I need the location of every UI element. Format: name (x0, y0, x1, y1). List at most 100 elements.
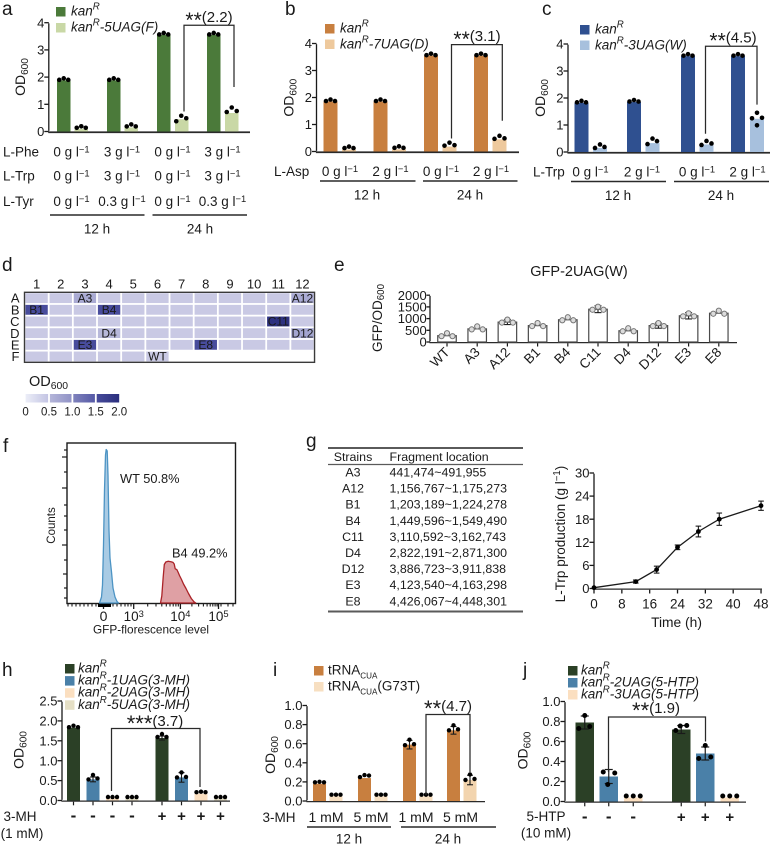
svg-text:24: 24 (575, 489, 589, 504)
svg-text:WT: WT (148, 350, 167, 364)
svg-text:c: c (542, 0, 552, 20)
svg-text:24: 24 (670, 597, 686, 612)
svg-text:kanR: kanR (71, 2, 100, 19)
svg-text:4,426,067~4,448,301: 4,426,067~4,448,301 (390, 594, 508, 608)
svg-text:kanR-3UAG(W): kanR-3UAG(W) (595, 36, 687, 53)
svg-text:1.5: 1.5 (88, 407, 104, 419)
svg-text:3: 3 (556, 64, 563, 79)
svg-text:12 h: 12 h (84, 222, 110, 237)
svg-text:4: 4 (305, 36, 312, 51)
svg-text:0: 0 (305, 144, 312, 159)
svg-text:**(4.5): **(4.5) (709, 30, 756, 53)
svg-text:GFP-2UAG(W): GFP-2UAG(W) (530, 264, 627, 280)
svg-text:+: + (701, 809, 710, 826)
svg-text:a: a (2, 0, 13, 20)
svg-text:2.0: 2.0 (39, 713, 57, 728)
svg-text:D: D (10, 326, 19, 341)
svg-text:3,886,723~3,911,838: 3,886,723~3,911,838 (390, 562, 507, 576)
svg-text:1000: 1000 (398, 311, 427, 326)
svg-text:3: 3 (81, 277, 88, 292)
svg-text:2000: 2000 (398, 288, 427, 303)
svg-text:1: 1 (556, 118, 563, 133)
svg-text:A12: A12 (292, 291, 314, 305)
svg-text:kanR: kanR (78, 659, 107, 676)
svg-text:0: 0 (100, 608, 108, 624)
svg-text:24 h: 24 h (708, 188, 734, 203)
svg-text:kanR: kanR (340, 19, 369, 36)
svg-text:8: 8 (202, 277, 209, 292)
svg-text:40: 40 (726, 597, 741, 612)
svg-text:0.5: 0.5 (39, 773, 57, 788)
svg-text:12: 12 (575, 535, 589, 550)
svg-text:(1 mM): (1 mM) (1, 826, 44, 841)
svg-text:500: 500 (405, 323, 427, 338)
svg-text:5: 5 (130, 277, 137, 292)
svg-text:1500: 1500 (398, 299, 427, 314)
svg-text:0.0: 0.0 (284, 794, 302, 809)
svg-text:6: 6 (582, 558, 589, 573)
svg-text:Counts: Counts (46, 507, 58, 544)
svg-text:24 h: 24 h (457, 188, 483, 203)
svg-text:24 h: 24 h (187, 222, 213, 237)
svg-text:h: h (2, 660, 13, 681)
svg-text:tRNACUA(G73T): tRNACUA(G73T) (328, 679, 420, 697)
svg-text:-: - (129, 806, 135, 825)
svg-text:(10 mM): (10 mM) (521, 826, 571, 841)
svg-text:16: 16 (642, 597, 657, 612)
svg-text:2: 2 (37, 70, 44, 85)
svg-text:24 h: 24 h (435, 832, 461, 846)
svg-text:-: - (630, 807, 636, 826)
svg-text:2: 2 (556, 91, 563, 106)
svg-text:32: 32 (698, 597, 713, 612)
svg-text:0.8: 0.8 (542, 714, 560, 729)
svg-text:D4: D4 (101, 326, 117, 340)
svg-text:-: - (90, 806, 96, 825)
svg-text:2: 2 (57, 277, 64, 292)
svg-text:0.4: 0.4 (542, 754, 560, 769)
svg-text:1.0: 1.0 (64, 407, 80, 419)
svg-text:WT 50.8%: WT 50.8% (120, 471, 180, 486)
svg-text:10: 10 (247, 277, 261, 292)
svg-text:L-Trp production (g l−1): L-Trp production (g l−1) (552, 466, 568, 603)
svg-text:kanR-5UAG(3-MH): kanR-5UAG(3-MH) (78, 695, 190, 712)
svg-text:12 h: 12 h (605, 188, 631, 203)
svg-text:2: 2 (305, 90, 312, 105)
svg-text:L-Trp: L-Trp (533, 165, 565, 180)
svg-text:12 h: 12 h (336, 832, 362, 846)
svg-text:E3: E3 (345, 578, 360, 592)
svg-text:C11: C11 (342, 530, 364, 544)
svg-text:D12: D12 (291, 326, 313, 340)
svg-text:**(1.9): **(1.9) (632, 698, 680, 723)
svg-text:1,156,767~1,175,273: 1,156,767~1,175,273 (390, 482, 508, 496)
svg-text:kanR-2UAG(5-HTP): kanR-2UAG(5-HTP) (581, 673, 699, 690)
svg-text:E8: E8 (198, 338, 213, 352)
svg-text:f: f (3, 436, 9, 457)
svg-text:5-HTP: 5-HTP (526, 809, 565, 824)
svg-text:1.0: 1.0 (39, 753, 57, 768)
svg-text:L-Trp: L-Trp (3, 169, 35, 184)
svg-text:1: 1 (305, 117, 312, 132)
svg-text:GFP/OD600: GFP/OD600 (370, 283, 387, 352)
svg-text:1: 1 (33, 277, 40, 292)
svg-text:kanR-7UAG(D): kanR-7UAG(D) (340, 35, 429, 52)
svg-text:0: 0 (556, 145, 563, 160)
svg-text:L-Phe: L-Phe (3, 145, 39, 160)
svg-text:D4: D4 (345, 546, 361, 560)
svg-text:4: 4 (556, 37, 563, 52)
svg-text:**(2.2): **(2.2) (185, 9, 232, 32)
svg-text:+: + (677, 809, 686, 826)
svg-text:6: 6 (154, 277, 161, 292)
svg-text:g: g (306, 431, 317, 452)
svg-text:**(4.7): **(4.7) (424, 696, 472, 721)
svg-text:A3: A3 (78, 291, 93, 305)
svg-text:1.5: 1.5 (39, 733, 57, 748)
svg-text:0: 0 (22, 407, 28, 419)
svg-text:+: + (216, 808, 225, 825)
svg-text:-: - (110, 806, 116, 825)
svg-text:2,822,191~2,871,300: 2,822,191~2,871,300 (390, 546, 508, 560)
svg-text:0.2: 0.2 (284, 774, 302, 789)
svg-text:3,110,592~3,162,743: 3,110,592~3,162,743 (390, 530, 507, 544)
svg-text:D12: D12 (342, 562, 365, 576)
svg-text:A3: A3 (345, 466, 360, 480)
svg-text:d: d (2, 255, 13, 276)
